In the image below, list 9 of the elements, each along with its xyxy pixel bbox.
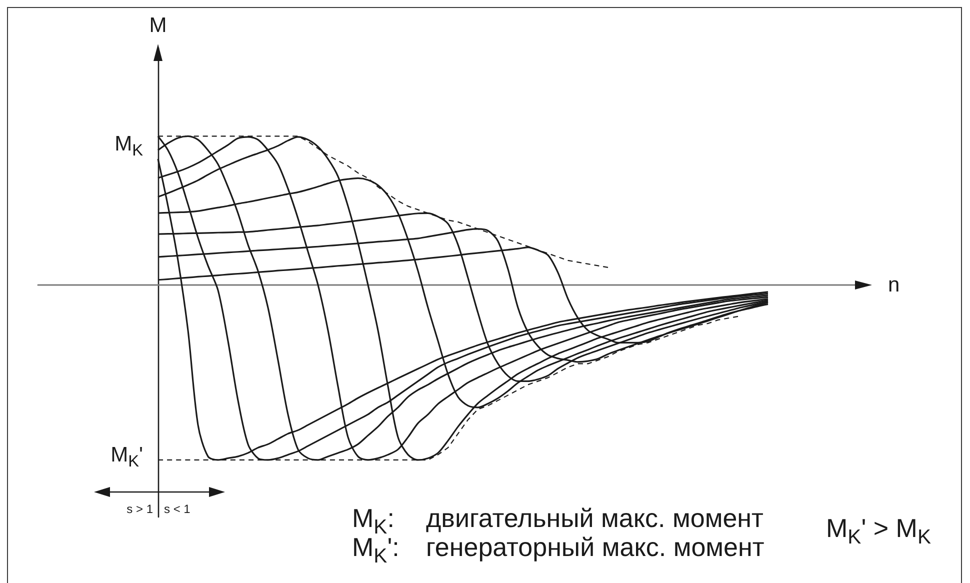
text: s < 1 (164, 502, 190, 516)
annotation: M$_{K}$ (114, 132, 143, 160)
text: генераторный макс. момент (426, 532, 764, 562)
text: s > 1 (126, 502, 153, 516)
x-axis-title: n (888, 273, 900, 296)
text: M$_{K}$' > M$_{K}$ (826, 513, 931, 548)
y-axis-title: M (149, 14, 167, 37)
annotation: M$_{K}$' (110, 443, 143, 471)
text: двигательный макс. момент (426, 503, 764, 533)
